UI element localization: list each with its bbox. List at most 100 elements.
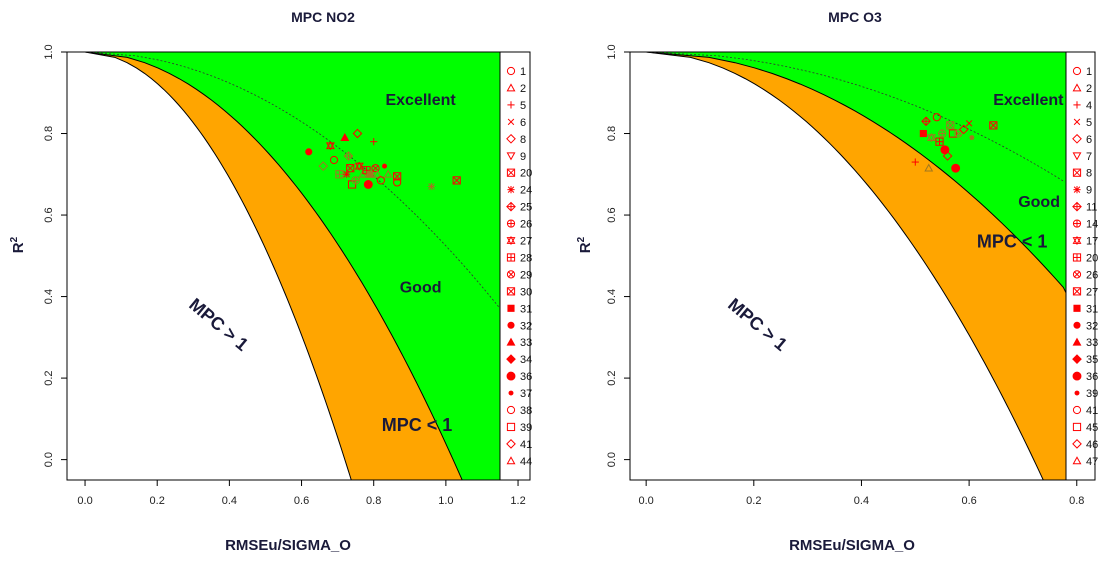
legend-label: 11	[1086, 202, 1097, 214]
data-point	[946, 121, 955, 130]
legend-symbol	[1072, 287, 1082, 296]
x-axis-label: RMSEu/SIGMA_O	[789, 537, 915, 554]
y-axis-label-base: R	[10, 242, 27, 253]
legend-symbol	[1072, 253, 1082, 262]
x-tick-label: 0.2	[150, 495, 165, 507]
x-axis-label: RMSEu/SIGMA_O	[225, 537, 351, 554]
x-tick-label: 0.4	[854, 495, 869, 507]
legend-label: 32	[1086, 320, 1098, 332]
legend-label: 26	[520, 219, 532, 231]
legend-label: 5	[1086, 117, 1092, 129]
boundary-mpc-1-outer	[84, 51, 463, 481]
legend-label: 20	[520, 168, 532, 180]
data-point	[376, 176, 386, 185]
region-layer	[67, 51, 501, 481]
y-axis-label-sup: 2	[576, 236, 587, 242]
axes-layer: 0.0 0.2 0.4 0.6 0.8 0.0 0.2 0.4 0.6 0.8 1.0	[606, 44, 1085, 507]
data-point	[325, 141, 335, 151]
legend-symbol	[1074, 390, 1080, 396]
legend-symbol	[506, 287, 516, 296]
legend-symbol	[1072, 354, 1082, 364]
legend-label: 9	[520, 151, 526, 163]
data-point	[965, 120, 973, 127]
data-point	[318, 161, 329, 171]
legend-symbol	[507, 101, 515, 109]
legend-label: 14	[1086, 219, 1098, 231]
data-point	[942, 151, 953, 161]
legend-label: 46	[1086, 439, 1098, 451]
legend-symbol	[1072, 201, 1082, 212]
legend-symbol	[1072, 422, 1082, 432]
region-label-excellent: Excellent	[385, 92, 456, 109]
boundary-excellent	[85, 51, 501, 309]
legend-symbol	[506, 253, 516, 262]
region-label-mpc_lt: MPC < 1	[382, 415, 453, 435]
legend-symbol	[507, 321, 515, 329]
legend-symbol	[1073, 186, 1081, 194]
data-point	[370, 138, 378, 146]
legend-symbol	[506, 422, 516, 432]
region-label-mpc_lt: MPC < 1	[977, 232, 1048, 252]
x-tick-label: 0.2	[746, 495, 761, 507]
region-layer	[630, 51, 1067, 481]
legend-symbol	[506, 152, 516, 161]
data-point	[452, 176, 461, 185]
legend-label: 31	[520, 303, 532, 315]
x-tick-label: 0.6	[294, 495, 309, 507]
data-point	[362, 166, 371, 175]
boundary-mpc-1-inner	[646, 51, 1044, 481]
legend-symbol	[506, 337, 516, 346]
y-tick-label: 0.6	[606, 207, 618, 222]
legend-label: 45	[1086, 422, 1098, 434]
legend-label: 38	[520, 405, 532, 417]
y-tick-label: 1.0	[606, 44, 618, 59]
legend-label: 35	[1086, 354, 1098, 366]
legend-symbol	[1073, 321, 1081, 329]
legend-symbol	[1072, 270, 1082, 279]
legend-label: 6	[1086, 134, 1092, 146]
data-point	[383, 169, 393, 178]
legend-label: 27	[1086, 286, 1098, 298]
marker-layer	[305, 128, 461, 191]
y-tick-label: 0.8	[606, 126, 618, 141]
legend-symbol	[507, 186, 515, 194]
y-axis-label-sup: 2	[9, 236, 20, 242]
legend-symbol	[506, 371, 516, 381]
data-point	[393, 172, 402, 181]
legend-label: 5	[520, 100, 526, 112]
data-point	[935, 137, 944, 146]
x-tick-label: 1.2	[510, 495, 525, 507]
legend-symbol	[1072, 133, 1082, 144]
data-point	[343, 151, 354, 161]
data-point	[969, 135, 975, 141]
y-tick-label: 0.0	[43, 452, 55, 467]
data-point	[921, 116, 931, 127]
legend-symbol	[1072, 235, 1082, 246]
legend-box	[499, 51, 531, 481]
data-point	[938, 129, 947, 138]
legend-label: 24	[520, 185, 532, 197]
marker-layer	[911, 113, 998, 173]
legend-symbol	[1073, 304, 1081, 312]
data-point	[305, 148, 313, 156]
legend-symbol	[1072, 439, 1082, 449]
region-good	[646, 52, 1066, 480]
y-tick-label: 0.2	[606, 370, 618, 385]
region-label-good: Good	[400, 279, 442, 296]
legend-symbol	[1072, 83, 1082, 92]
legend-symbol	[506, 235, 516, 246]
data-point	[382, 163, 388, 169]
data-point	[989, 121, 998, 130]
legend-symbol	[506, 405, 516, 415]
legend-symbol	[1073, 101, 1081, 109]
legend-label: 7	[1086, 151, 1092, 163]
legend-label: 31	[1086, 303, 1098, 315]
legend-label: 1	[1086, 66, 1092, 78]
legend-symbol	[1073, 118, 1081, 126]
legend-symbol	[506, 439, 516, 449]
legend-label: 20	[1086, 252, 1098, 264]
data-point	[919, 129, 927, 138]
region-label-excellent: Excellent	[993, 92, 1064, 109]
y-tick-label: 0.4	[43, 289, 55, 304]
chart-title: MPC O3	[828, 9, 882, 25]
